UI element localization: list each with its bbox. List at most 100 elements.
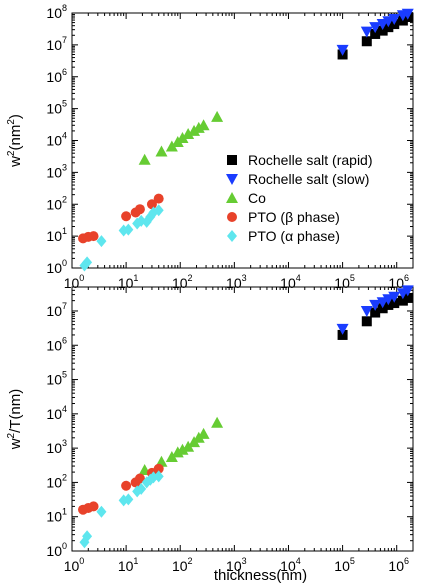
legend-marker [227,155,237,165]
series-5 [79,204,164,272]
data-point [153,193,164,204]
data-point [336,323,349,335]
data-point [370,28,381,39]
series-4 [78,463,164,515]
legend-marker [227,230,237,242]
data-point [389,298,400,309]
data-point [182,440,195,452]
plot-frame [71,286,414,552]
data-point [136,482,147,495]
y-tick-label: 106 [46,335,67,353]
data-point [118,224,129,237]
series-3 [138,416,224,476]
data-point [176,131,189,143]
data-point [369,22,382,34]
legend-label: PTO (β phase) [248,209,340,225]
data-point [155,145,168,157]
legend-label: PTO (α phase) [248,228,340,244]
series-2 [336,8,414,56]
y-tick-label: 101 [46,226,67,244]
data-point [402,292,413,303]
x-tick-label: 100 [64,556,85,574]
data-point [138,153,151,165]
data-point [146,199,157,210]
data-point [96,505,107,518]
data-point [165,140,178,152]
x-tick-label: 104 [280,556,301,574]
data-point [377,303,388,314]
data-point [176,443,189,455]
y-tick-label: 104 [46,404,67,422]
data-point [188,124,201,136]
data-point [369,299,382,311]
data-point [153,204,164,217]
data-point [88,231,99,242]
legend-label: Rochelle salt (rapid) [248,152,373,168]
chart-panel-1: 100 101 102 103 104 105 1061001011021031041051… [6,3,414,291]
data-point [121,480,132,491]
data-point [153,470,164,483]
data-point [123,493,134,506]
data-point [82,530,93,543]
data-point [360,305,373,317]
x-tick-label: 105 [334,556,355,574]
data-point [121,211,132,222]
data-point [337,329,348,340]
data-point [388,291,401,303]
data-point [401,8,414,20]
data-point [336,44,349,56]
legend: Rochelle salt (rapid) Rochelle salt (slow… [226,152,373,244]
y-tick-label: 100 [46,258,67,276]
legend-marker [227,212,237,222]
y-axis-label: w2/T(nm) [6,389,24,451]
series-4 [78,193,164,244]
data-point [96,235,107,248]
data-point [123,223,134,236]
data-point [134,473,145,484]
data-point [153,463,164,474]
x-tick-label: 102 [172,556,193,574]
y-tick-label: 107 [46,301,67,319]
legend-label: Rochelle salt (slow) [248,171,369,187]
y-tick-label: 102 [46,194,67,212]
data-point [361,36,372,47]
legend-label: Co [248,190,266,206]
legend-marker [226,192,238,203]
data-point [182,127,195,139]
data-point [88,501,99,512]
data-point [211,416,224,428]
series-1 [337,11,413,60]
data-point [377,25,388,36]
y-tick-label: 107 [46,35,67,53]
data-point [197,119,210,131]
data-point [361,316,372,327]
data-point [118,494,129,507]
series-5 [79,470,164,549]
y-tick-label: 105 [46,99,67,117]
chart-panel-2: 100 101 102 103 104 105 106 100 101 102 103 104 105 1… [6,285,414,584]
x-tick-label: 101 [118,556,139,574]
x-tick-label: 103 [226,556,247,574]
data-point [401,285,414,297]
data-point [197,427,210,439]
data-point [211,110,224,122]
y-tick-label: 106 [46,67,67,85]
series-2 [336,285,414,335]
y-tick-label: 108 [46,3,67,21]
y-tick-label: 100 [46,541,67,559]
x-tick-label: 106 [388,556,409,574]
x-tick-label: 100 [64,273,85,291]
y-axis-label: w2(nm2) [6,114,24,168]
data-point [82,256,93,269]
series-3 [138,110,224,165]
y-tick-label: 105 [46,370,67,388]
data-point [370,307,381,318]
data-point [388,13,401,25]
data-point [360,26,373,38]
y-tick-label: 103 [46,438,67,456]
y-tick-label: 103 [46,162,67,180]
y-tick-label: 101 [46,507,67,525]
y-tick-label: 102 [46,472,67,490]
data-point [165,451,178,463]
